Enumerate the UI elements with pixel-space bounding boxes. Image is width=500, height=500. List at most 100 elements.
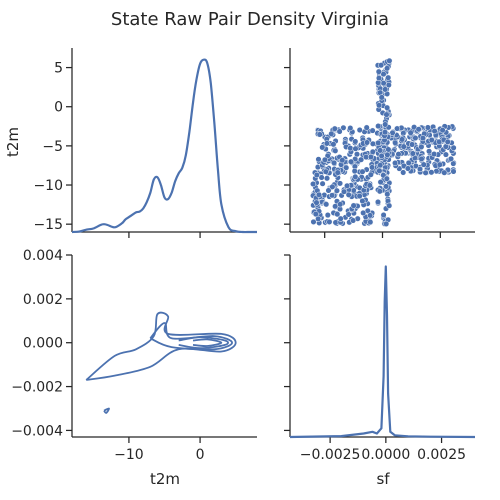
xlabel-sf: sf xyxy=(376,470,390,488)
scatter-point xyxy=(412,134,419,142)
scatter-point xyxy=(428,136,435,144)
scatter-point xyxy=(377,162,384,169)
scatter-point xyxy=(386,57,393,64)
scatter-point xyxy=(384,191,391,198)
scatter-point xyxy=(360,209,367,216)
scatter-point xyxy=(384,104,391,111)
scatter-point xyxy=(352,173,359,180)
scatter-point xyxy=(375,139,382,146)
contour-line xyxy=(178,336,229,350)
scatter-point xyxy=(383,220,390,227)
scatter-point xyxy=(359,197,366,205)
scatter-point xyxy=(375,68,382,75)
y-tick-label: 5 xyxy=(54,61,63,77)
scatter-point xyxy=(380,211,387,219)
scatter-point xyxy=(350,217,357,224)
scatter-point xyxy=(332,147,339,154)
scatter-point xyxy=(409,141,416,148)
scatter-point xyxy=(319,144,326,151)
scatter-point xyxy=(395,151,402,158)
scatter-point xyxy=(378,152,385,159)
scatter-point xyxy=(426,148,433,155)
scatter-point xyxy=(399,136,406,143)
y-tick-label: −10 xyxy=(33,178,63,194)
scatter-point xyxy=(351,168,358,175)
y-tick-label: 0.002 xyxy=(23,292,63,308)
scatter-point xyxy=(366,182,373,189)
scatter-point xyxy=(419,135,426,142)
panel-t2m-vs-sf-contour: 0.004 0.002 0.000 −0.002 −0.004 −10 0 xyxy=(11,248,257,463)
scatter-point xyxy=(377,147,384,154)
scatter-point xyxy=(363,124,370,131)
y-tick-label: −5 xyxy=(42,139,63,155)
scatter-point xyxy=(375,123,382,130)
y-tick-label: −0.002 xyxy=(11,380,63,396)
scatter-point xyxy=(392,159,399,167)
scatter-point xyxy=(367,153,374,161)
scatter-point xyxy=(323,175,331,182)
scatter-point xyxy=(343,164,350,171)
scatter-point xyxy=(330,141,337,148)
scatter-point xyxy=(359,168,366,175)
y-tick-label: −0.004 xyxy=(11,423,63,439)
x-tick-label: −10 xyxy=(114,447,144,463)
scatter-point xyxy=(313,199,320,206)
scatter-point xyxy=(383,175,390,182)
scatter-point xyxy=(352,138,359,145)
scatter-point xyxy=(369,127,376,134)
scatter-point xyxy=(329,192,336,199)
scatter-point xyxy=(384,151,391,158)
y-tick-label: 0.004 xyxy=(23,248,63,264)
scatter-point xyxy=(347,145,354,152)
scatter-point xyxy=(386,202,393,209)
scatter-point xyxy=(378,62,385,69)
scatter-point xyxy=(383,183,390,190)
scatter-point xyxy=(385,81,392,89)
contour-line xyxy=(103,407,110,414)
scatter-point xyxy=(424,124,431,131)
scatter-point xyxy=(358,156,365,163)
scatter-point xyxy=(420,161,427,168)
scatter-point xyxy=(382,86,389,93)
scatter-point xyxy=(376,102,383,109)
scatter-point xyxy=(441,169,448,176)
x-tick-label: 0 xyxy=(196,447,205,463)
scatter-point xyxy=(334,211,341,218)
scatter-point xyxy=(312,211,319,218)
scatter-point xyxy=(374,198,382,206)
scatter-point xyxy=(331,125,338,132)
scatter-point xyxy=(407,129,414,136)
scatter-point xyxy=(375,75,383,82)
scatter-point xyxy=(416,166,424,173)
scatter-point xyxy=(310,218,317,225)
scatter-point xyxy=(316,131,323,138)
scatter-point xyxy=(356,126,363,134)
scatter-point xyxy=(383,111,390,118)
scatter-point xyxy=(436,161,443,168)
scatter-point xyxy=(376,167,383,174)
xlabel-t2m: t2m xyxy=(150,470,180,488)
ylabel-t2m: t2m xyxy=(4,127,22,157)
scatter-point xyxy=(382,121,389,128)
contour-line xyxy=(192,338,223,347)
scatter-point xyxy=(422,169,429,176)
scatter-point xyxy=(450,168,457,175)
scatter-point xyxy=(369,164,376,171)
scatter-point xyxy=(315,156,322,163)
scatter-point xyxy=(347,125,354,132)
kde-line xyxy=(71,58,257,234)
scatter-point xyxy=(385,74,392,81)
y-tick-label: 0 xyxy=(54,100,63,116)
scatter-point xyxy=(376,188,383,195)
scatter-point xyxy=(431,128,438,135)
scatter-point xyxy=(392,139,399,146)
scatter-point xyxy=(331,159,338,166)
scatter-point xyxy=(385,146,392,153)
scatter-point xyxy=(356,193,363,200)
scatter-point xyxy=(319,180,326,187)
y-tick-label: −15 xyxy=(33,217,63,233)
scatter-point xyxy=(369,148,376,155)
scatter-point xyxy=(315,215,322,222)
scatter-point xyxy=(337,215,344,222)
